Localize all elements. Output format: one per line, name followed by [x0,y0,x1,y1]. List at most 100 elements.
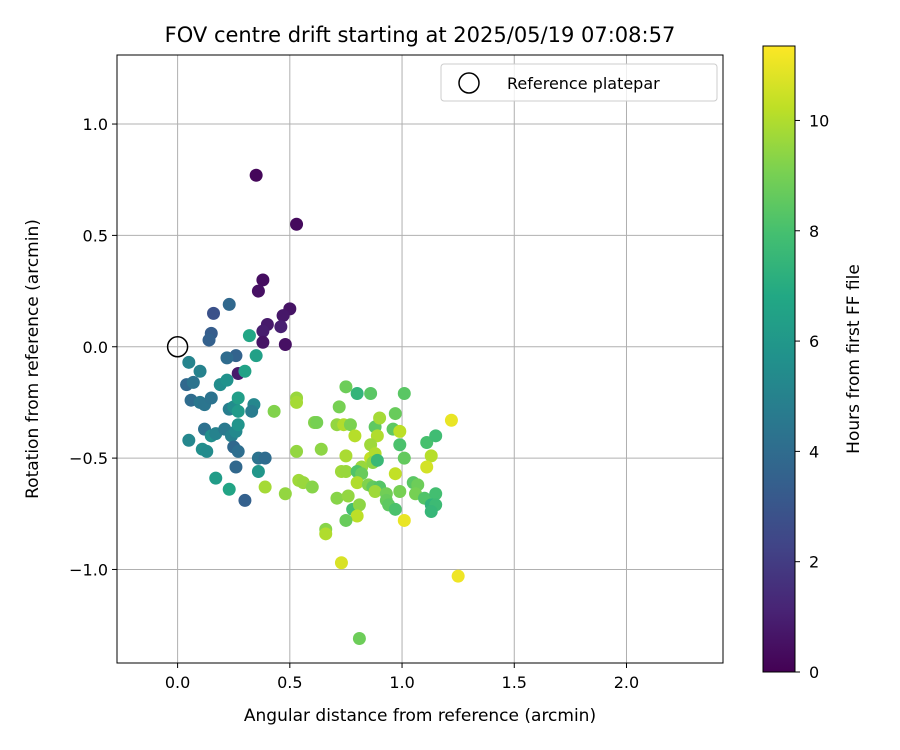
data-point [258,451,272,465]
data-point [209,471,223,485]
data-point [290,217,304,231]
data-point [238,493,252,507]
x-tick-label: 1.5 [502,673,527,692]
data-point [339,449,353,463]
data-point [373,411,387,425]
data-point [364,387,378,401]
data-point [444,413,458,427]
data-point [397,451,411,465]
colorbar-tick-label: 8 [809,222,819,241]
data-point [429,487,443,501]
data-point [245,404,259,418]
legend-entry-reference: Reference platepar [507,74,660,93]
data-point [305,480,319,494]
reference-platepar-marker [166,336,189,358]
data-point [278,338,292,352]
data-point [334,556,348,570]
plot-area [117,55,723,663]
data-point [348,429,362,443]
data-point [350,476,364,490]
data-point [276,309,290,323]
data-point [220,351,234,365]
plot-frame [116,54,724,664]
data-point [231,444,245,458]
data-point [429,429,443,443]
colorbar-tick-label: 10 [809,111,829,130]
data-point [231,418,245,432]
y-tick-label: 0.0 [83,338,108,357]
x-tick-label: 1.0 [389,673,414,692]
y-tick-label: −1.0 [69,560,108,579]
colorbar-tick-label: 2 [809,553,819,572]
legend-reference-marker [458,72,480,94]
data-point [341,489,355,503]
data-point [258,480,272,494]
data-point [420,460,434,474]
data-point [256,273,270,287]
legend: Reference platepar [440,63,718,102]
data-point [343,418,357,432]
data-point [310,415,324,429]
data-point [222,482,236,496]
data-point [242,329,256,343]
data-point [370,429,384,443]
data-point [251,284,265,298]
data-point [207,306,221,320]
data-point [350,509,364,523]
data-point [256,335,270,349]
colorbar-label: Hours from first FF file [844,264,864,454]
data-point [231,404,245,418]
data-point [388,407,402,421]
data-point [249,349,263,363]
colorbar-tick-label: 4 [809,442,819,461]
data-point [231,391,245,405]
y-tick-label: 1.0 [83,115,108,134]
x-tick-label: 2.0 [614,673,639,692]
data-point [314,442,328,456]
y-tick-label: 0.5 [83,226,108,245]
data-point [319,527,333,541]
data-point [332,400,346,414]
data-point [352,632,366,646]
data-point [393,485,407,499]
data-point [388,502,402,516]
data-point [238,364,252,378]
data-point [424,449,438,463]
data-point [393,424,407,438]
y-axis-ticks: −1.0 −0.5 0.0 0.5 1.0 [69,115,117,579]
data-point [397,513,411,527]
x-tick-label: 0.0 [165,673,190,692]
data-point [278,487,292,501]
data-point [352,498,366,512]
legend-box [440,63,718,102]
scatter-points [180,168,465,646]
data-point [420,436,434,450]
data-point [249,168,263,182]
data-point [370,453,384,467]
data-point [350,387,364,401]
data-point [229,460,243,474]
data-point [256,324,270,338]
data-point [290,395,304,409]
data-point [339,380,353,394]
y-axis-label: Rotation from reference (arcmin) [23,219,43,499]
chart-title: FOV centre drift starting at 2025/05/19 … [165,23,676,47]
data-point [200,444,214,458]
colorbar [762,45,796,673]
data-point [339,513,353,527]
data-point [193,364,207,378]
data-point [204,391,218,405]
data-point [186,375,200,389]
data-point [267,404,281,418]
data-point [397,387,411,401]
data-point [182,433,196,447]
data-point [393,438,407,452]
x-axis-ticks: 0.0 0.5 1.0 1.5 2.0 [165,663,639,692]
data-point [251,464,265,478]
colorbar-ticks: 0 2 4 6 8 10 [795,111,829,682]
y-tick-label: −0.5 [69,449,108,468]
data-point [424,505,438,519]
colorbar-tick-label: 6 [809,332,819,351]
data-point [182,355,196,369]
